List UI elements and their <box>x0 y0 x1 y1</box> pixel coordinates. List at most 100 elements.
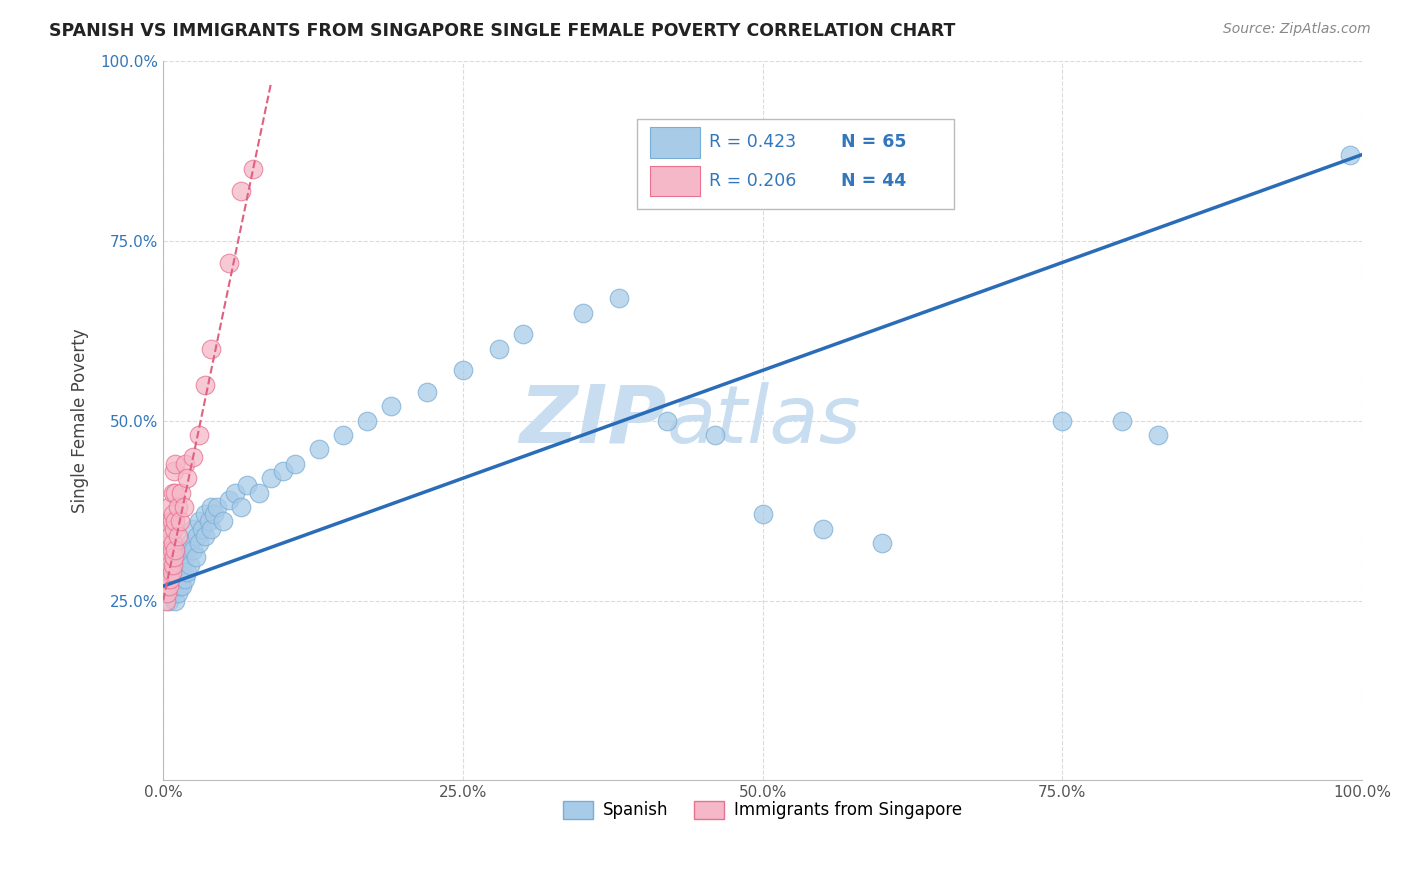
Point <box>170 485 193 500</box>
Point <box>231 184 253 198</box>
Point <box>160 565 183 579</box>
Point <box>260 471 283 485</box>
Point <box>184 550 207 565</box>
Point <box>176 471 198 485</box>
Point <box>200 522 222 536</box>
Text: N = 65: N = 65 <box>841 134 905 152</box>
Y-axis label: Single Female Poverty: Single Female Poverty <box>72 328 89 513</box>
Point <box>197 515 219 529</box>
Point <box>212 515 235 529</box>
Point <box>202 507 225 521</box>
Point <box>186 529 208 543</box>
Point <box>1052 414 1074 428</box>
Point <box>512 327 534 342</box>
Point <box>181 450 204 464</box>
Text: ZIP: ZIP <box>519 382 666 459</box>
Point <box>160 515 183 529</box>
Point <box>173 457 195 471</box>
Point <box>165 543 187 558</box>
Point <box>173 500 195 514</box>
Point <box>271 464 294 478</box>
Point <box>165 515 187 529</box>
Point <box>194 377 217 392</box>
Point <box>162 558 184 572</box>
Point <box>157 550 180 565</box>
FancyBboxPatch shape <box>650 166 700 196</box>
Point <box>173 572 195 586</box>
Point <box>160 543 183 558</box>
Point <box>176 565 198 579</box>
Point <box>231 500 253 514</box>
Point <box>1111 414 1133 428</box>
Point <box>451 363 474 377</box>
Point <box>159 572 181 586</box>
Point <box>166 586 188 600</box>
Point <box>200 342 222 356</box>
Point <box>156 572 179 586</box>
Point <box>169 515 191 529</box>
Point <box>163 579 186 593</box>
Point <box>166 543 188 558</box>
Point <box>157 593 180 607</box>
Point <box>190 522 212 536</box>
Point <box>218 255 240 269</box>
Point <box>162 507 184 521</box>
Point <box>224 485 246 500</box>
Point <box>163 464 186 478</box>
Point <box>284 457 307 471</box>
Point <box>170 572 193 586</box>
Point <box>811 522 834 536</box>
Point <box>181 522 204 536</box>
Point <box>356 414 378 428</box>
Point <box>332 428 354 442</box>
Point <box>607 292 630 306</box>
Point <box>1147 428 1170 442</box>
Point <box>703 428 725 442</box>
Point <box>380 400 402 414</box>
Text: Source: ZipAtlas.com: Source: ZipAtlas.com <box>1223 22 1371 37</box>
Point <box>751 507 773 521</box>
Point <box>165 572 187 586</box>
Point <box>157 558 180 572</box>
Point <box>572 306 595 320</box>
Point <box>157 500 180 514</box>
Point <box>155 593 177 607</box>
Text: SPANISH VS IMMIGRANTS FROM SINGAPORE SINGLE FEMALE POVERTY CORRELATION CHART: SPANISH VS IMMIGRANTS FROM SINGAPORE SIN… <box>49 22 956 40</box>
Point <box>188 428 211 442</box>
Point <box>157 579 180 593</box>
Point <box>170 558 193 572</box>
Point <box>1339 147 1361 161</box>
Point <box>205 500 228 514</box>
Point <box>166 500 188 514</box>
Point <box>156 586 179 600</box>
Point <box>188 536 211 550</box>
Point <box>162 565 184 579</box>
Point <box>157 565 180 579</box>
Point <box>163 558 186 572</box>
Point <box>163 522 186 536</box>
Point <box>166 529 188 543</box>
Point <box>156 550 179 565</box>
Point <box>155 579 177 593</box>
FancyBboxPatch shape <box>650 128 700 158</box>
Point <box>308 442 330 457</box>
Point <box>188 515 211 529</box>
Point <box>655 414 678 428</box>
Point <box>872 536 894 550</box>
Point <box>156 536 179 550</box>
Point <box>162 536 184 550</box>
Point <box>218 492 240 507</box>
Point <box>157 522 180 536</box>
Point <box>169 579 191 593</box>
Point <box>160 572 183 586</box>
Point <box>157 579 180 593</box>
Point <box>181 543 204 558</box>
Point <box>179 558 201 572</box>
Point <box>163 550 186 565</box>
Point <box>172 579 194 593</box>
Point <box>159 529 181 543</box>
Point <box>176 543 198 558</box>
Point <box>416 384 439 399</box>
Point <box>173 565 195 579</box>
Point <box>194 507 217 521</box>
